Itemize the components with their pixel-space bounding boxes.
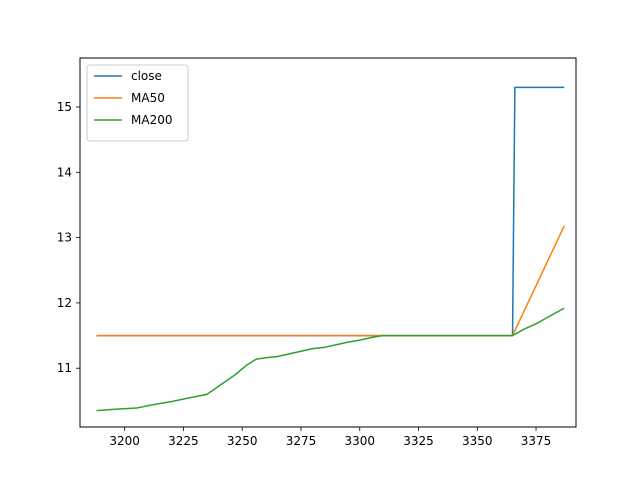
legend-label-close: close	[131, 69, 162, 83]
y-tick-label: 14	[57, 165, 72, 179]
x-tick-label: 3325	[403, 434, 434, 448]
x-axis: 3200 3225 3250 3275 3300 3325 3350 3375	[109, 427, 551, 448]
legend: close MA50 MA200	[86, 64, 189, 142]
series-line-ma200	[96, 307, 565, 412]
y-tick-label: 11	[57, 361, 72, 375]
plot-area-frame	[79, 57, 577, 428]
legend-frame	[86, 64, 189, 142]
x-tick-label: 3225	[168, 434, 199, 448]
y-axis: 11 12 13 14 15	[57, 100, 80, 375]
series-layer	[96, 86, 565, 412]
x-tick-label: 3375	[521, 434, 552, 448]
x-tick-label: 3350	[462, 434, 493, 448]
y-tick-label: 15	[57, 100, 72, 114]
y-tick-label: 12	[57, 296, 72, 310]
x-tick-label: 3275	[286, 434, 317, 448]
series-line-ma50	[96, 225, 565, 337]
x-tick-label: 3300	[344, 434, 375, 448]
legend-label-ma50: MA50	[131, 91, 165, 105]
x-tick-label: 3250	[227, 434, 258, 448]
y-tick-label: 13	[57, 231, 72, 245]
legend-label-ma200: MA200	[131, 113, 172, 127]
x-tick-label: 3200	[109, 434, 140, 448]
